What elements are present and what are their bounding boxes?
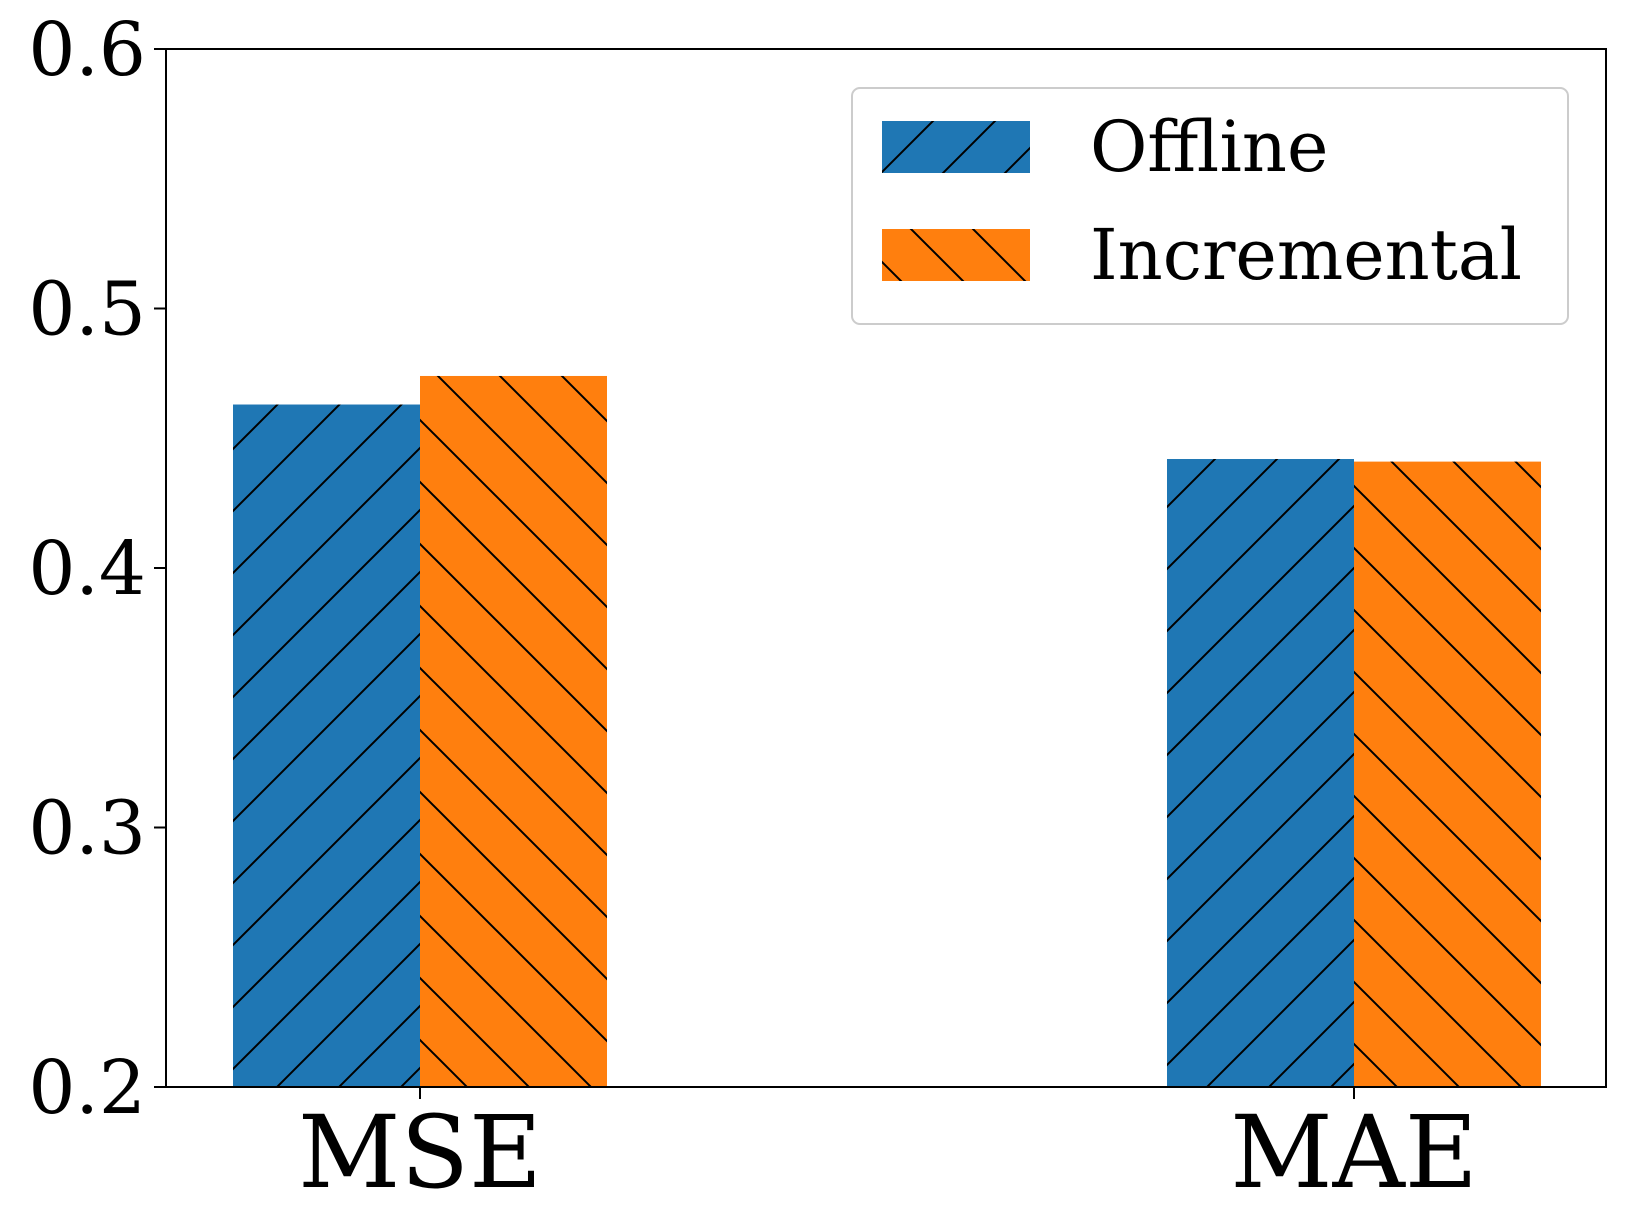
legend-frame — [851, 87, 1569, 325]
legend-item-offline: Offline — [882, 106, 1328, 188]
bar-hatch — [1167, 459, 1354, 1087]
legend-label: Offline — [1090, 106, 1328, 188]
x-tick-label-mse: MSE — [298, 1094, 542, 1211]
x-tick-label-mae: MAE — [1230, 1094, 1478, 1211]
legend-item-incremental: Incremental — [882, 214, 1522, 296]
y-tick-label: 0.4 — [28, 526, 146, 612]
y-axis: 0.2 0.3 0.4 0.5 0.6 — [28, 7, 166, 1131]
y-tick-label: 0.3 — [28, 786, 146, 872]
legend: Offline Incremental — [851, 87, 1569, 325]
bar-hatch — [233, 404, 420, 1087]
y-tick-label: 0.2 — [28, 1045, 146, 1131]
bar-hatch — [1354, 461, 1541, 1088]
x-axis: MSE MAE — [298, 1087, 1478, 1211]
bar-offline-mse — [233, 404, 420, 1087]
y-tick-label: 0.5 — [28, 267, 146, 353]
legend-swatch-hatch — [882, 229, 1030, 281]
legend-label: Incremental — [1090, 214, 1522, 296]
bar-incremental-mse — [420, 375, 607, 1088]
y-tick-label: 0.6 — [28, 7, 146, 93]
bar-hatch — [420, 375, 607, 1088]
bars-layer — [233, 375, 1541, 1088]
bar-offline-mae — [1167, 459, 1354, 1087]
bar-incremental-mae — [1354, 461, 1541, 1088]
legend-swatch-hatch — [882, 121, 1030, 173]
